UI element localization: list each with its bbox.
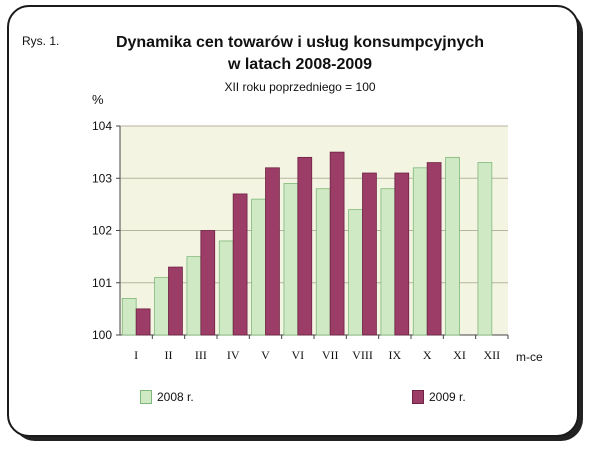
- bar-2009r-VI: [297, 156, 313, 336]
- x-tick-label: X: [423, 348, 432, 362]
- y-tick-label: 101: [92, 276, 112, 290]
- y-tick-label: 102: [92, 224, 112, 238]
- bar-2008r-III: [186, 256, 202, 336]
- bar-2008r-IX: [380, 188, 396, 336]
- bar-2008r-XI: [445, 156, 460, 336]
- chart-title-line1: Dynamika cen towarów i usług konsumpcyjn…: [115, 34, 485, 51]
- x-tick-label: VI: [291, 348, 304, 362]
- bar-2008r-VIII: [348, 209, 363, 336]
- x-tick-label: IX: [388, 348, 401, 362]
- bar-2009r-IV: [232, 193, 248, 336]
- x-tick-label: V: [261, 348, 270, 362]
- bar-2009r-VII: [329, 151, 345, 336]
- x-tick-label: III: [195, 348, 207, 362]
- legend-swatch-2009: [412, 390, 424, 404]
- x-tick-label: VIII: [352, 348, 373, 362]
- figure-label: Rys. 1.: [22, 34, 60, 48]
- y-tick-label: 100: [92, 328, 112, 342]
- bar-2009r-I: [135, 308, 151, 336]
- y-tick-label: 103: [92, 171, 112, 185]
- x-tick-label: XII: [483, 348, 500, 362]
- bar-2008r-IV: [218, 240, 234, 336]
- chart-subtitle: XII roku poprzedniego = 100: [224, 80, 376, 94]
- bar-2008r-VII: [315, 188, 331, 336]
- bar-2008r-I: [121, 298, 137, 336]
- bar-2009r-X: [426, 162, 442, 336]
- chart-title-line2: w latach 2008-2009: [227, 56, 373, 73]
- legend-label-2008: 2008 r.: [157, 390, 194, 404]
- x-tick-label: I: [134, 348, 138, 362]
- bar-2008r-V: [251, 198, 266, 336]
- bar-2008r-II: [154, 277, 169, 336]
- legend-swatch-2008: [140, 390, 152, 404]
- x-tick-label: IV: [227, 348, 240, 362]
- y-axis-label: %: [92, 92, 104, 107]
- bar-2008r-VI: [283, 183, 299, 336]
- x-axis-label: m-ce: [516, 350, 543, 364]
- bar-2008r-X: [412, 167, 428, 336]
- bar-2008r-XII: [477, 162, 493, 336]
- bar-2009r-VIII: [362, 172, 377, 336]
- legend-item-2008: 2008 r.: [140, 390, 194, 404]
- legend-item-2009: 2009 r.: [412, 390, 466, 404]
- x-tick-label: II: [165, 348, 173, 362]
- bar-2009r-IX: [394, 172, 410, 336]
- bar-2009r-III: [200, 230, 216, 336]
- x-tick-label: XI: [453, 348, 466, 362]
- y-tick-label: 104: [92, 119, 112, 133]
- bar-2009r-V: [265, 167, 280, 336]
- bar-2009r-II: [168, 266, 183, 336]
- legend-label-2009: 2009 r.: [429, 390, 466, 404]
- x-tick-label: VII: [322, 348, 339, 362]
